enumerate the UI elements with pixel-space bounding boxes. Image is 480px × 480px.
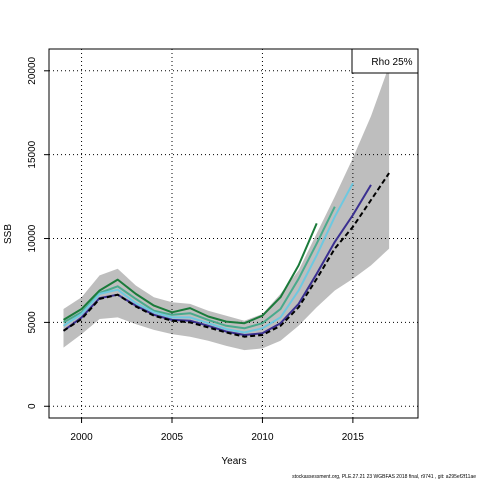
series-line-1 [62, 223, 318, 325]
series-line-3 [62, 182, 354, 334]
plot-frame [48, 48, 419, 419]
footer-caption: stockassessment.org, PLE.27.21 23 WGBFAS… [292, 474, 476, 480]
series-line-2 [63, 206, 336, 330]
x-tick-label: 2010 [251, 432, 274, 443]
x-axis: 2000 2005 2010 2015 [70, 418, 364, 443]
x-axis-label: Years [221, 456, 246, 467]
y-tick-label: 5000 [27, 311, 38, 334]
y-tick-label: 10000 [27, 224, 38, 252]
legend-box [351, 48, 419, 74]
y-axis: 0 5000 10000 15000 20000 [27, 56, 49, 409]
x-tick-label: 2005 [161, 432, 184, 443]
confidence-band [63, 65, 390, 351]
y-tick-label: 0 [27, 403, 38, 409]
y-tick-label: 20000 [27, 56, 38, 84]
confidence-band-area [63, 65, 390, 351]
y-tick-label: 15000 [27, 140, 38, 168]
x-tick-label: 2000 [70, 432, 93, 443]
legend: Rho 25% [351, 48, 419, 74]
series-line-5 [62, 172, 390, 338]
series-lines [62, 172, 390, 338]
legend-label: Rho 25% [371, 57, 412, 68]
x-tick-label: 2015 [342, 432, 365, 443]
y-axis-label: SSB [3, 224, 14, 244]
